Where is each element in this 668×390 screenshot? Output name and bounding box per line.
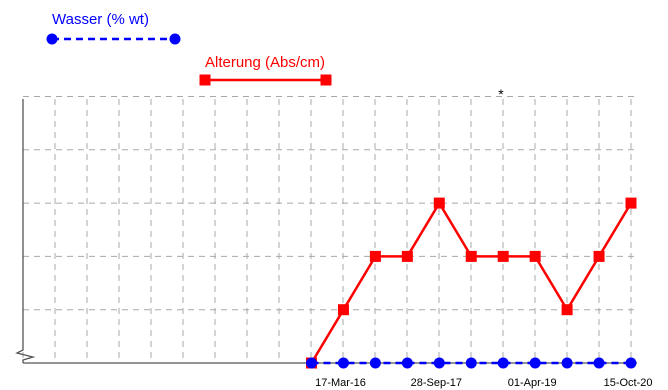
legend-label-wasser: Wasser (% wt) (52, 11, 149, 28)
data-point-wasser (337, 357, 349, 369)
legend-marker-alterung (320, 74, 332, 86)
data-point-alterung (529, 250, 541, 262)
data-point-wasser (465, 357, 477, 369)
legend-marker-alterung (199, 74, 211, 86)
data-point-alterung (561, 304, 573, 316)
data-point-wasser (497, 357, 509, 369)
x-tick-label: 28-Sep-17 (411, 377, 462, 389)
data-point-alterung (433, 197, 445, 209)
data-point-wasser (593, 357, 605, 369)
data-point-alterung (465, 250, 477, 262)
data-point-wasser (433, 357, 445, 369)
x-tick-label: 17-Mar-16 (315, 377, 366, 389)
legend-item-wasser: Wasser (% wt) (46, 11, 181, 45)
legend-label-alterung: Alterung (Abs/cm) (205, 54, 325, 71)
x-tick-labels: 17-Mar-16 28-Sep-17 01-Apr-19 15-Oct-20 (315, 377, 652, 389)
data-point-wasser (625, 357, 637, 369)
grid (22, 96, 637, 363)
data-point-wasser (369, 357, 381, 369)
data-point-alterung (593, 250, 605, 262)
chart-annotation: * (498, 86, 504, 102)
data-point-wasser (561, 357, 573, 369)
data-point-wasser (306, 357, 317, 369)
legend-item-alterung: Alterung (Abs/cm) (199, 54, 332, 86)
y-axis (15, 99, 36, 363)
data-point-wasser (529, 357, 541, 369)
data-point-wasser (401, 357, 413, 369)
data-point-alterung (497, 250, 509, 262)
series-layer (306, 197, 637, 369)
x-tick-label: 01-Apr-19 (508, 377, 557, 389)
x-tick-label: 15-Oct-20 (604, 377, 653, 389)
data-point-alterung (401, 250, 413, 262)
legend-marker-wasser (169, 33, 181, 45)
legend-marker-wasser (46, 33, 58, 45)
series-line-alterung (310, 200, 633, 364)
legend: Wasser (% wt) Alterung (Abs/cm) (46, 11, 332, 86)
data-point-alterung (625, 197, 637, 209)
data-point-alterung (369, 250, 381, 262)
data-point-alterung (337, 304, 349, 316)
